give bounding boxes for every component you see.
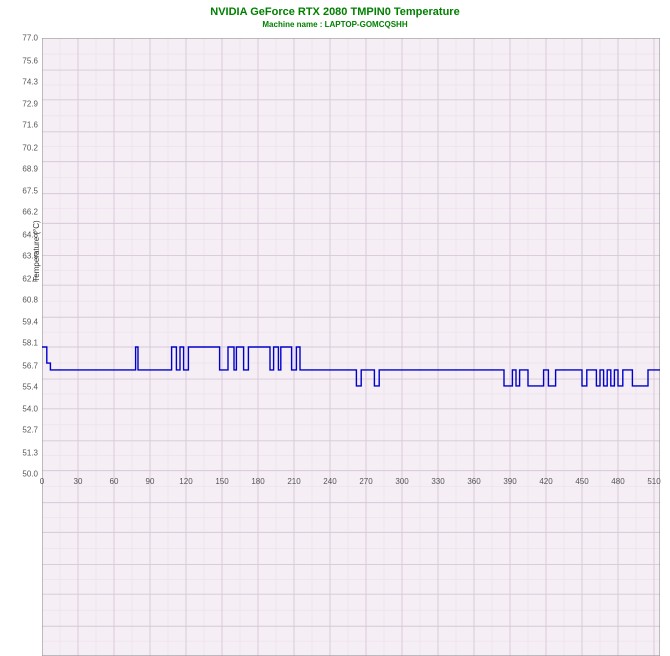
x-tick-label: 510 bbox=[647, 474, 660, 486]
y-tick-label: 71.6 bbox=[22, 121, 42, 130]
y-tick-label: 54.0 bbox=[22, 405, 42, 414]
x-tick-label: 270 bbox=[359, 474, 372, 486]
y-tick-label: 72.9 bbox=[22, 100, 42, 109]
chart-plot bbox=[42, 38, 660, 656]
y-tick-label: 67.5 bbox=[22, 187, 42, 196]
x-tick-label: 30 bbox=[74, 474, 83, 486]
y-tick-label: 74.3 bbox=[22, 77, 42, 86]
x-tick-label: 240 bbox=[323, 474, 336, 486]
y-tick-label: 60.8 bbox=[22, 295, 42, 304]
x-tick-label: 390 bbox=[503, 474, 516, 486]
x-tick-label: 420 bbox=[539, 474, 552, 486]
x-tick-label: 360 bbox=[467, 474, 480, 486]
chart-subtitle: Machine name : LAPTOP-GOMCQSHH bbox=[0, 18, 670, 29]
x-tick-label: 300 bbox=[395, 474, 408, 486]
y-tick-label: 77.0 bbox=[22, 34, 42, 43]
x-tick-label: 0 bbox=[40, 474, 44, 486]
y-tick-label: 64.8 bbox=[22, 231, 42, 240]
x-tick-label: 150 bbox=[215, 474, 228, 486]
y-tick-label: 51.3 bbox=[22, 449, 42, 458]
y-tick-label: 70.2 bbox=[22, 143, 42, 152]
y-tick-label: 58.1 bbox=[22, 339, 42, 348]
x-tick-label: 480 bbox=[611, 474, 624, 486]
y-tick-label: 55.4 bbox=[22, 382, 42, 391]
y-tick-label: 56.7 bbox=[22, 361, 42, 370]
y-tick-label: 66.2 bbox=[22, 208, 42, 217]
chart-title: NVIDIA GeForce RTX 2080 TMPIN0 Temperatu… bbox=[0, 0, 670, 18]
x-tick-label: 90 bbox=[146, 474, 155, 486]
chart-area: 50.051.352.754.055.456.758.159.460.862.1… bbox=[42, 38, 660, 474]
x-tick-label: 60 bbox=[110, 474, 119, 486]
y-tick-label: 62.1 bbox=[22, 274, 42, 283]
x-tick-label: 120 bbox=[179, 474, 192, 486]
y-tick-label: 68.9 bbox=[22, 164, 42, 173]
y-tick-label: 52.7 bbox=[22, 426, 42, 435]
x-tick-label: 210 bbox=[287, 474, 300, 486]
x-tick-label: 450 bbox=[575, 474, 588, 486]
y-tick-label: 75.6 bbox=[22, 56, 42, 65]
x-tick-label: 330 bbox=[431, 474, 444, 486]
y-tick-label: 63.5 bbox=[22, 252, 42, 261]
x-tick-label: 180 bbox=[251, 474, 264, 486]
y-tick-label: 59.4 bbox=[22, 318, 42, 327]
